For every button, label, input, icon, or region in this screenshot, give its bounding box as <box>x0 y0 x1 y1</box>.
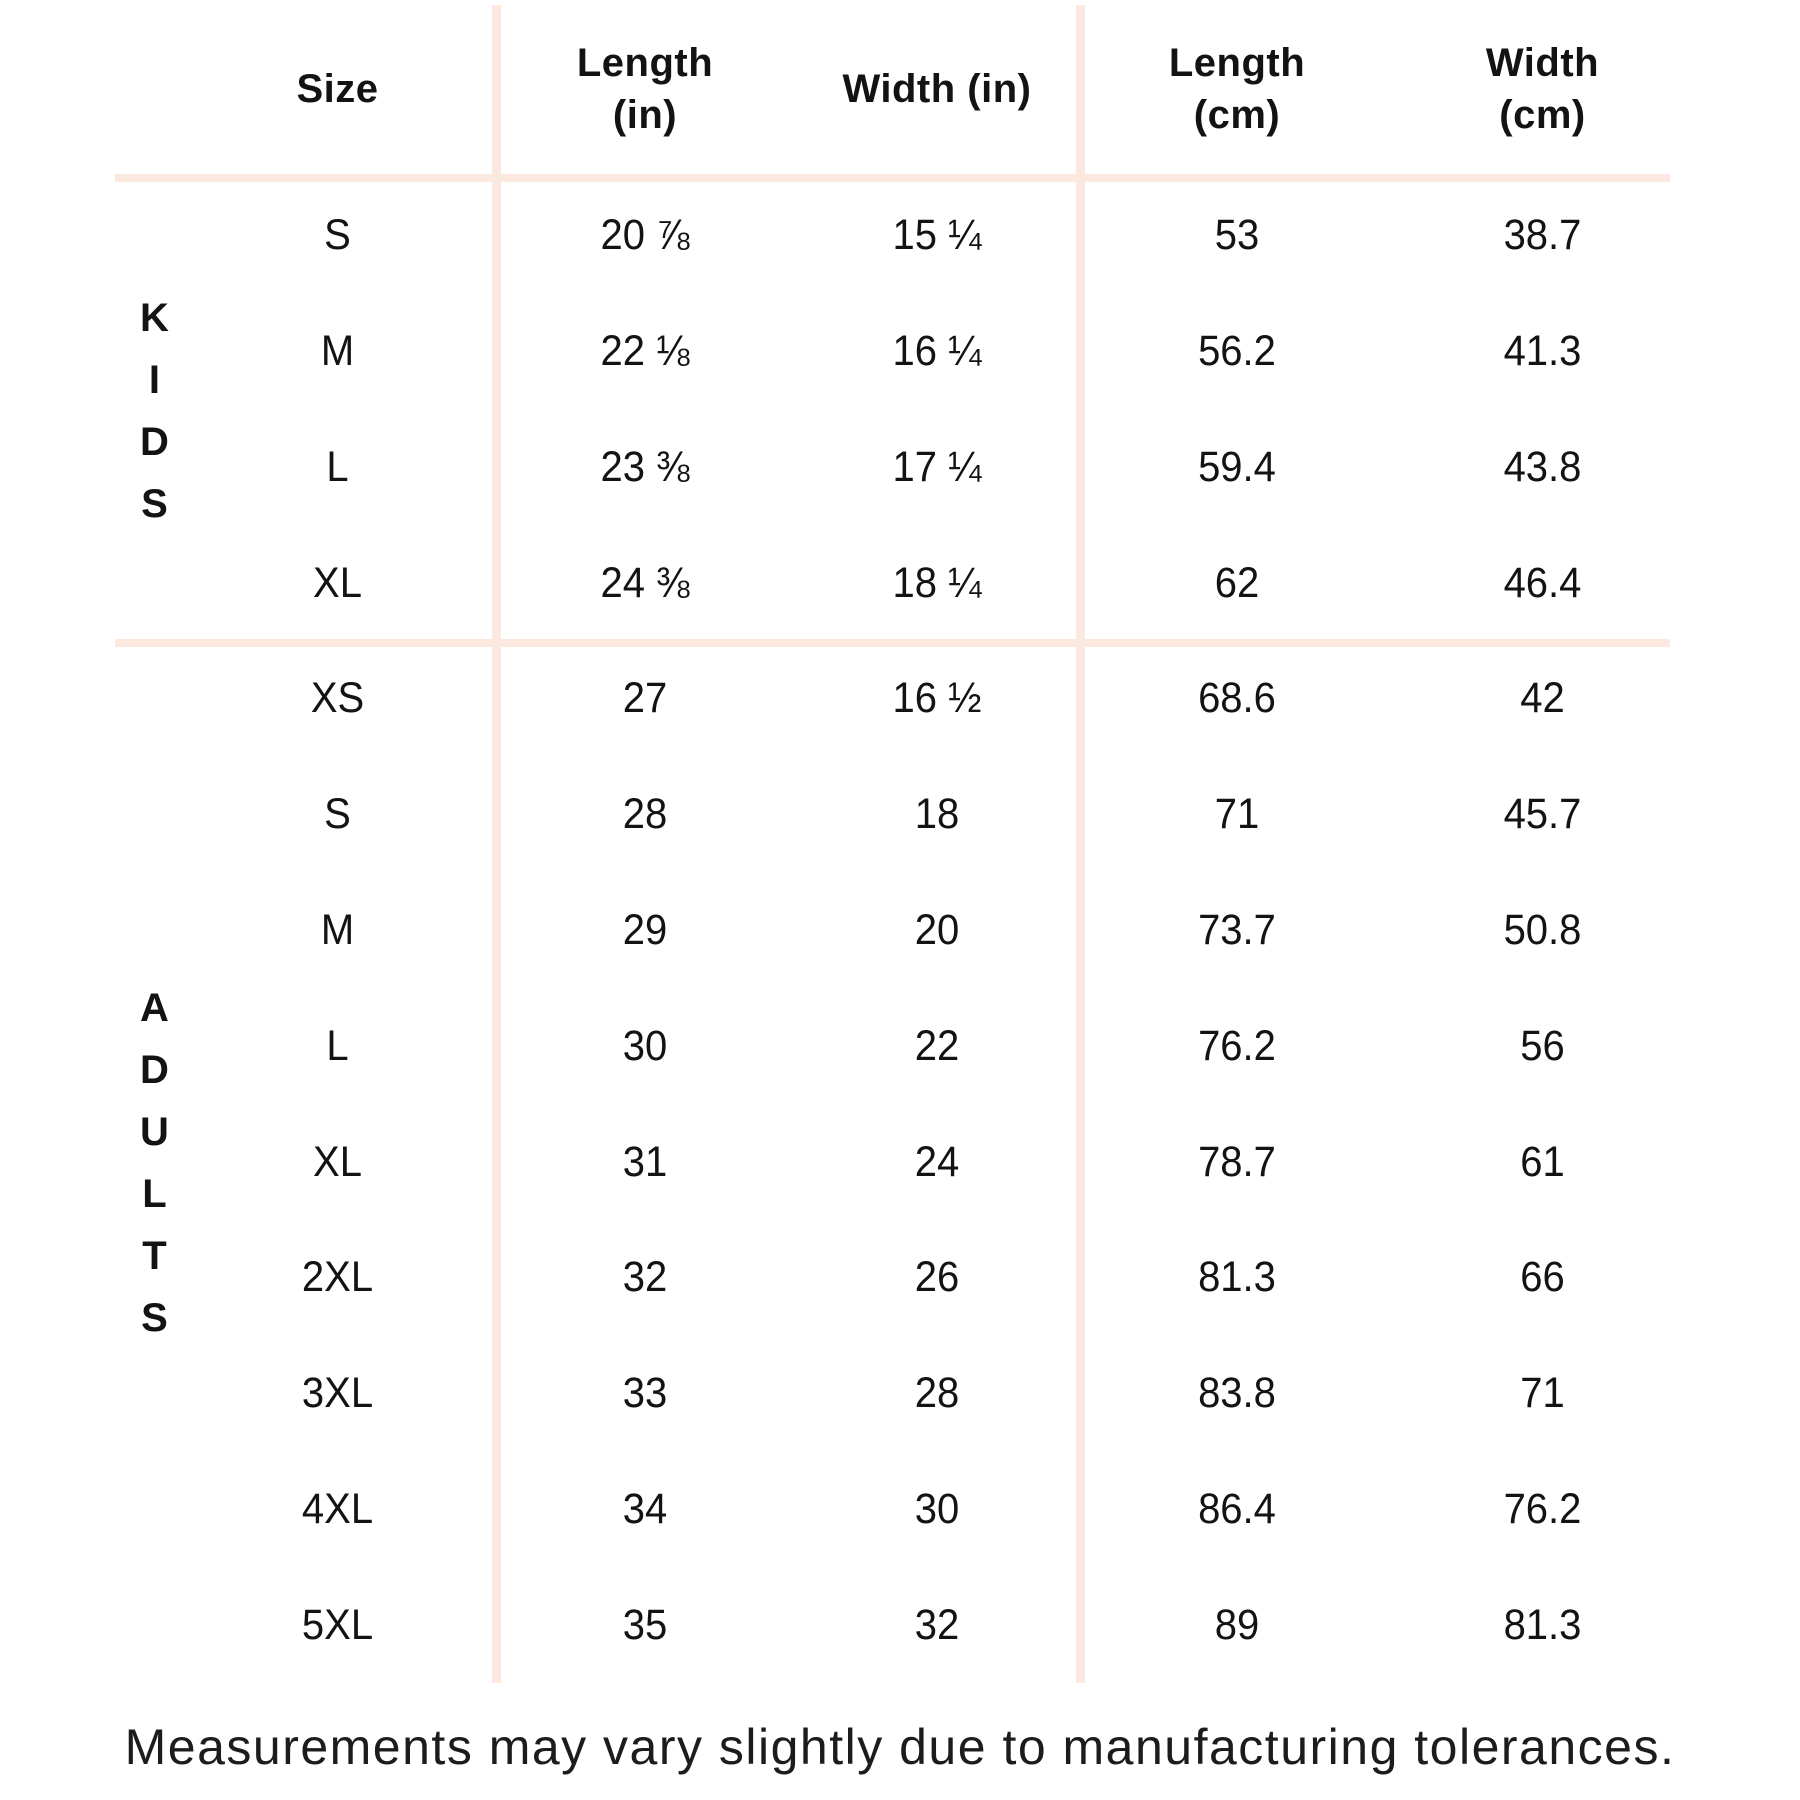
header-size: Size <box>296 67 379 111</box>
column-divider-size-length <box>492 5 501 1683</box>
tolerance-note: Measurements may vary slightly due to ma… <box>124 1719 1676 1775</box>
size-cell: XS <box>310 674 365 723</box>
length-in-cell: 29 <box>622 905 668 954</box>
size-cell: M <box>320 327 355 376</box>
length-in-cell: 30 <box>622 1021 668 1070</box>
size-cell: M <box>320 905 355 954</box>
length-in-cell: 28 <box>622 790 668 839</box>
size-cell: L <box>326 442 349 491</box>
size-cell: XL <box>313 1137 362 1186</box>
size-cell: 4XL <box>301 1484 374 1533</box>
length-in-cell: 20 ⅞ <box>600 211 690 260</box>
width-cm-cell: 38.7 <box>1503 211 1582 260</box>
length-cm-cell: 68.6 <box>1198 674 1276 723</box>
length-cm-cell: 62 <box>1214 558 1260 607</box>
length-in-cell: 35 <box>622 1600 668 1649</box>
length-cm-cell: 53 <box>1214 211 1260 260</box>
width-in-cell: 18 ¼ <box>892 558 982 607</box>
length-cm-cell: 56.2 <box>1198 327 1276 376</box>
length-in-cell: 33 <box>622 1369 668 1418</box>
group-label-kids: K I D S <box>140 295 170 526</box>
length-cm-cell: 71 <box>1214 790 1260 839</box>
width-cm-cell: 71 <box>1520 1369 1565 1418</box>
size-cell: S <box>324 211 351 260</box>
size-chart-table: Size Length (in) Width (in) Length (cm) … <box>296 41 1600 1649</box>
width-cm-cell: 50.8 <box>1503 905 1582 954</box>
size-cell: S <box>324 790 351 839</box>
length-in-cell: 22 ⅛ <box>600 327 690 376</box>
width-cm-cell: 46.4 <box>1503 558 1582 607</box>
length-cm-cell: 59.4 <box>1198 442 1276 491</box>
length-cm-cell: 78.7 <box>1198 1137 1276 1186</box>
size-cell: L <box>326 1021 349 1070</box>
length-in-cell: 23 ⅜ <box>600 442 690 491</box>
length-in-cell: 24 ⅜ <box>600 558 690 607</box>
width-cm-cell: 56 <box>1520 1021 1565 1070</box>
length-cm-cell: 83.8 <box>1198 1369 1276 1418</box>
width-cm-cell: 45.7 <box>1503 790 1582 839</box>
length-in-cell: 27 <box>622 674 668 723</box>
width-in-cell: 24 <box>914 1137 960 1186</box>
header-length-in: Length (in) <box>576 41 714 137</box>
width-in-cell: 30 <box>914 1484 960 1533</box>
width-in-cell: 18 <box>914 790 960 839</box>
width-in-cell: 28 <box>914 1369 960 1418</box>
width-in-cell: 17 ¼ <box>892 442 982 491</box>
width-cm-cell: 76.2 <box>1503 1484 1582 1533</box>
length-cm-cell: 89 <box>1214 1600 1260 1649</box>
size-cell: 5XL <box>301 1600 374 1649</box>
width-in-cell: 20 <box>914 905 960 954</box>
kids-adults-divider <box>115 639 1670 647</box>
width-cm-cell: 41.3 <box>1503 327 1582 376</box>
length-in-cell: 34 <box>622 1484 668 1533</box>
header-width-in: Width (in) <box>842 67 1032 111</box>
length-cm-cell: 81.3 <box>1198 1253 1276 1302</box>
width-in-cell: 32 <box>914 1600 960 1649</box>
group-label-adults: A D U L T S <box>140 986 170 1340</box>
header-length-cm: Length (cm) <box>1168 41 1306 137</box>
size-cell: 3XL <box>301 1369 374 1418</box>
size-cell: 2XL <box>301 1253 374 1302</box>
width-in-cell: 16 ¼ <box>892 327 982 376</box>
length-in-cell: 32 <box>622 1253 668 1302</box>
width-in-cell: 26 <box>914 1253 960 1302</box>
width-cm-cell: 42 <box>1520 674 1565 723</box>
size-cell: XL <box>313 558 362 607</box>
width-cm-cell: 43.8 <box>1503 442 1582 491</box>
length-in-cell: 31 <box>622 1137 668 1186</box>
width-in-cell: 16 ½ <box>892 674 982 723</box>
width-cm-cell: 61 <box>1520 1137 1565 1186</box>
column-divider-in-cm <box>1076 5 1085 1683</box>
length-cm-cell: 76.2 <box>1198 1021 1276 1070</box>
width-in-cell: 22 <box>914 1021 960 1070</box>
header-width-cm: Width (cm) <box>1485 41 1600 137</box>
length-cm-cell: 86.4 <box>1198 1484 1276 1533</box>
header-divider <box>115 174 1670 182</box>
width-in-cell: 15 ¼ <box>892 211 982 260</box>
width-cm-cell: 81.3 <box>1503 1600 1582 1649</box>
width-cm-cell: 66 <box>1520 1253 1565 1302</box>
length-cm-cell: 73.7 <box>1198 905 1276 954</box>
